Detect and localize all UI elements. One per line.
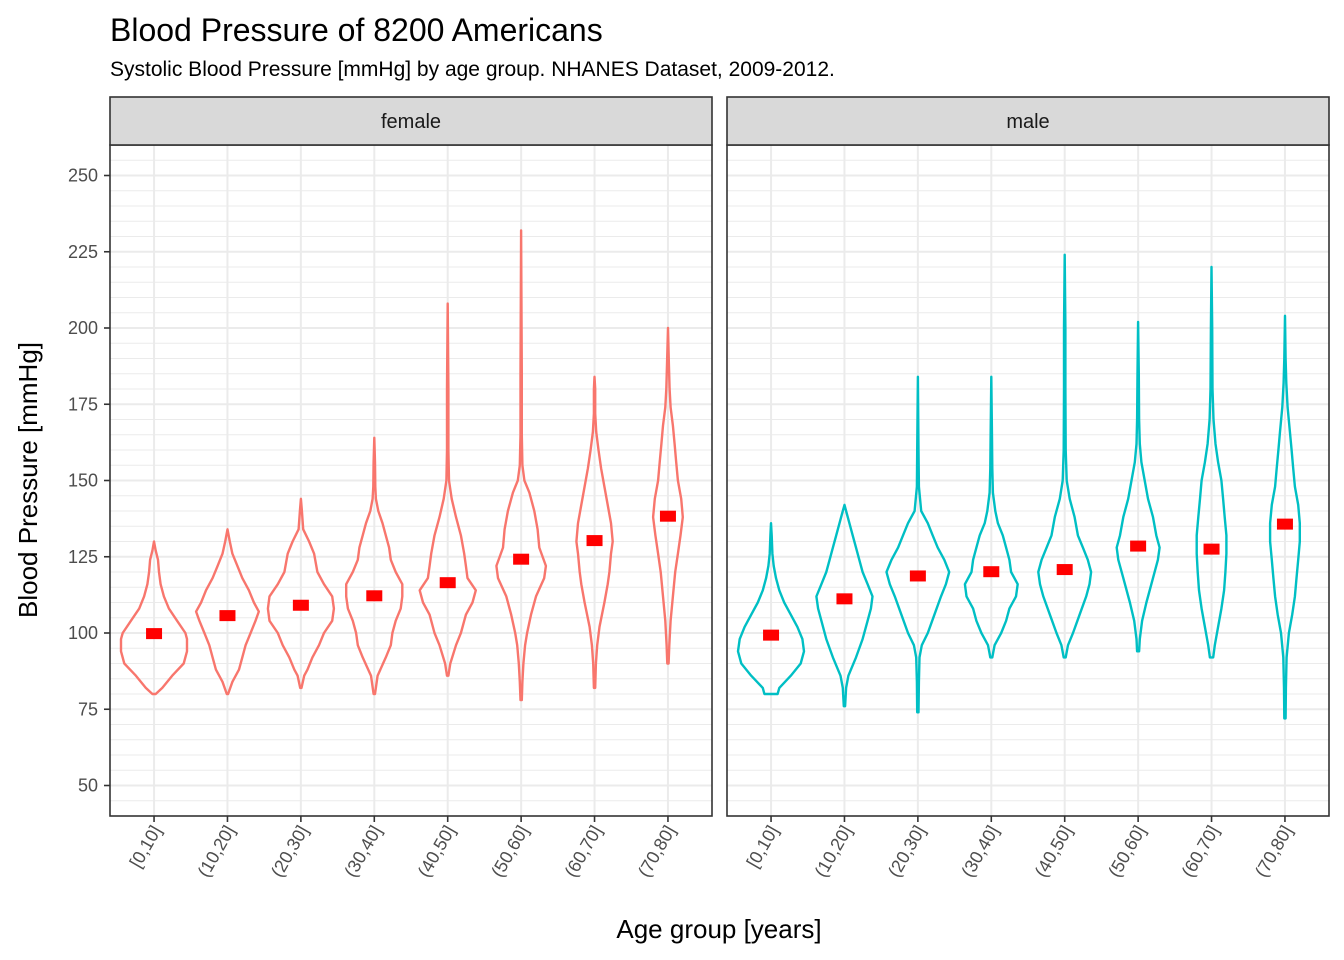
chart-subtitle: Systolic Blood Pressure [mmHg] by age gr… <box>110 58 835 81</box>
x-tick-label: (70,80] <box>1251 822 1296 881</box>
y-tick-label: 250 <box>68 166 98 186</box>
mean-marker-female-7 <box>659 510 676 522</box>
x-tick-label: [0,10] <box>743 822 783 871</box>
strip-label-female: female <box>381 111 441 133</box>
violin-female-2 <box>266 497 336 690</box>
chart-title: Blood Pressure of 8200 Americans <box>110 12 603 48</box>
violin-male-3 <box>963 375 1019 659</box>
x-tick-label: [0,10] <box>126 822 166 871</box>
mean-marker-male-0 <box>763 629 780 641</box>
mean-marker-male-6 <box>1203 543 1220 555</box>
violin-female-4 <box>418 302 477 677</box>
mean-marker-female-2 <box>292 599 309 611</box>
x-tick-label: (20,30] <box>884 822 929 881</box>
mean-marker-male-4 <box>1056 564 1073 576</box>
violin-male-2 <box>885 375 951 714</box>
y-axis-title: Blood Pressure [mmHg] <box>13 342 43 618</box>
x-tick-label: (10,20] <box>811 822 856 881</box>
mean-marker-male-7 <box>1276 518 1293 530</box>
x-tick-label: (40,50] <box>1031 822 1076 881</box>
mean-marker-female-4 <box>439 577 456 589</box>
strip-male <box>726 96 1330 146</box>
violin-male-1 <box>815 503 874 708</box>
violin-male-0 <box>736 522 806 696</box>
panels-group: female [0,10] (10,20] (20,30] (30,40] (40,50]… <box>68 96 1330 881</box>
x-tick-label: (10,20] <box>194 822 239 881</box>
strip-label-male: male <box>1006 111 1049 133</box>
violin-male-5 <box>1115 320 1161 653</box>
x-tick-label: (50,60] <box>487 822 532 881</box>
violin-male-4 <box>1037 253 1093 659</box>
x-tick-label: (50,60] <box>1104 822 1149 881</box>
x-tick-label: (40,50] <box>414 822 459 881</box>
violin-female-1 <box>194 528 260 696</box>
mean-marker-female-3 <box>366 590 383 602</box>
mean-marker-female-0 <box>146 628 163 640</box>
mean-marker-female-5 <box>513 553 530 565</box>
x-axis-title: Age group [years] <box>616 914 821 944</box>
mean-marker-female-6 <box>586 535 603 547</box>
x-tick-label: (60,70] <box>1178 822 1223 881</box>
strip-female <box>109 96 713 146</box>
y-tick-label: 175 <box>68 394 98 414</box>
y-tick-label: 50 <box>78 776 98 796</box>
y-tick-label: 100 <box>68 623 98 643</box>
violin-female-7 <box>651 326 684 665</box>
x-tick-label: (70,80] <box>634 822 679 881</box>
mean-marker-male-3 <box>983 566 1000 578</box>
mean-marker-female-1 <box>219 610 236 622</box>
violin-female-6 <box>575 375 614 690</box>
y-tick-label: 150 <box>68 471 98 491</box>
x-tick-label: (30,40] <box>340 822 385 881</box>
x-tick-label: (60,70] <box>561 822 606 881</box>
mean-marker-male-2 <box>909 570 926 582</box>
violin-male-6 <box>1195 265 1228 659</box>
y-tick-label: 125 <box>68 547 98 567</box>
y-tick-label: 225 <box>68 242 98 262</box>
y-tick-label: 200 <box>68 318 98 338</box>
violin-female-3 <box>345 436 404 696</box>
mean-marker-male-5 <box>1130 540 1147 552</box>
x-tick-label: (20,30] <box>267 822 312 881</box>
y-tick-label: 75 <box>78 699 98 719</box>
violin-female-5 <box>495 229 548 702</box>
panel-female: female [0,10] (10,20] (20,30] (30,40] (40,50]… <box>68 96 713 881</box>
panel-male: male [0,10] (10,20] (20,30] (30,40] (40,50] (5… <box>726 96 1330 881</box>
x-tick-label: (30,40] <box>957 822 1002 881</box>
violin-female-0 <box>119 540 189 696</box>
mean-marker-male-1 <box>836 593 853 605</box>
violin-male-7 <box>1268 314 1301 720</box>
